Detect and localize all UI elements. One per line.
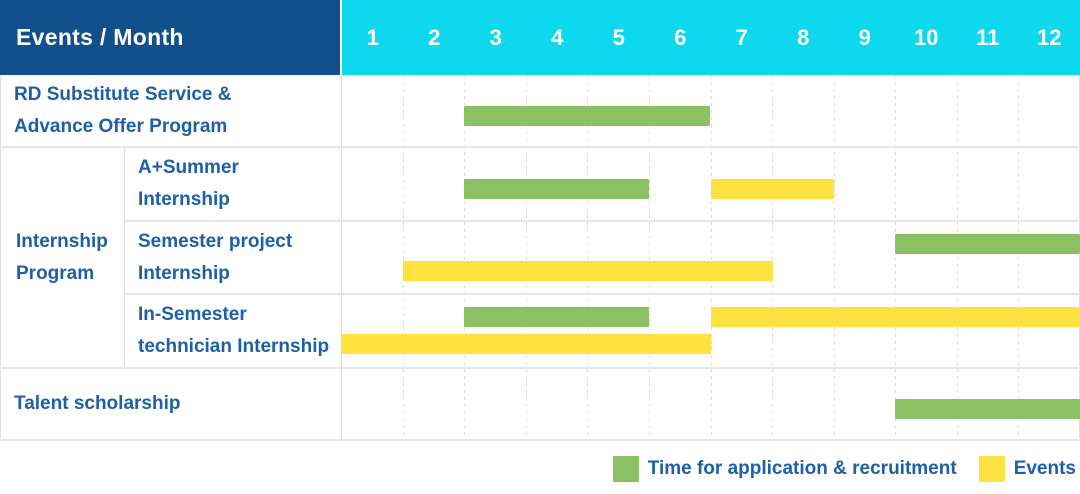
gantt-bar-recruitment-m3-m5 bbox=[464, 307, 649, 327]
month-grid-line bbox=[1018, 75, 1019, 440]
month-header-cell-4: 4 bbox=[551, 24, 564, 50]
row-separator-line bbox=[124, 220, 1080, 222]
month-header-cell-8: 8 bbox=[797, 24, 810, 50]
legend-item-recruitment: Time for application & recruitment bbox=[612, 456, 957, 482]
group-subrow-divider-line bbox=[124, 147, 125, 368]
month-grid-line bbox=[834, 75, 835, 440]
month-grid-line bbox=[772, 75, 773, 440]
row-label-talent-scholarship: Talent scholarship bbox=[14, 393, 181, 414]
month-header-cell-12: 12 bbox=[1037, 24, 1062, 50]
legend-label-events: Events bbox=[1013, 458, 1076, 479]
row-separator-line bbox=[0, 146, 1080, 148]
month-header-cell-9: 9 bbox=[858, 24, 871, 50]
label-chart-divider-line bbox=[341, 75, 342, 440]
row-label-a-plus-summer-internship: A+Summer Internship bbox=[138, 157, 239, 210]
row-label-in-semester-technician-internship: In-Semester technician Internship bbox=[138, 304, 330, 357]
table-left-border bbox=[0, 75, 1, 440]
month-grid-line bbox=[957, 75, 958, 440]
legend: Time for application & recruitment Event… bbox=[0, 454, 1076, 484]
row-label-semester-project-internship: Semester project Internship bbox=[138, 230, 293, 284]
legend-swatch-yellow-icon bbox=[978, 456, 1005, 482]
month-header-cell-1: 1 bbox=[366, 24, 379, 50]
legend-label-recruitment: Time for application & recruitment bbox=[647, 458, 957, 479]
month-header-cell-2: 2 bbox=[428, 24, 441, 50]
legend-item-events: Events bbox=[978, 456, 1076, 482]
month-header-cell-5: 5 bbox=[612, 24, 625, 50]
month-grid-line bbox=[649, 75, 650, 440]
gantt-bar-event-m7-m12 bbox=[711, 307, 1080, 327]
gantt-bar-recruitment-m3-m5 bbox=[464, 179, 649, 199]
gantt-bar-event-m2-m7 bbox=[403, 261, 773, 281]
month-grid-line bbox=[587, 75, 588, 440]
row-separator-line bbox=[124, 293, 1080, 295]
gantt-bar-recruitment-m10-m12 bbox=[895, 234, 1080, 254]
month-grid-line bbox=[895, 75, 896, 440]
month-header-cell-7: 7 bbox=[735, 24, 748, 50]
gantt-bar-recruitment-m10-m12 bbox=[895, 399, 1080, 419]
month-grid-line bbox=[711, 75, 712, 440]
group-label-internship-program: Internship Program bbox=[16, 230, 108, 284]
row-separator-line bbox=[0, 439, 1080, 441]
gantt-bar-event-m7-m8 bbox=[711, 179, 834, 199]
month-grid-line bbox=[464, 75, 465, 440]
events-month-header-cell: Events / Month bbox=[0, 0, 340, 75]
month-grid-line bbox=[403, 75, 404, 440]
row-label-rd-substitute-service: RD Substitute Service & Advance Offer Pr… bbox=[14, 84, 232, 137]
month-grid-line bbox=[526, 75, 527, 440]
legend-swatch-green-icon bbox=[612, 456, 639, 482]
month-header-row: 1 2 3 4 5 6 7 8 9 10 11 12 bbox=[342, 0, 1080, 75]
month-header-cell-11: 11 bbox=[976, 24, 1000, 50]
month-header-cell-6: 6 bbox=[674, 24, 687, 50]
gantt-bar-event-m1-m6 bbox=[341, 334, 711, 354]
month-header-cell-3: 3 bbox=[489, 24, 502, 50]
row-separator-line bbox=[0, 367, 1080, 369]
gantt-bar-recruitment-m3-m6 bbox=[464, 106, 710, 126]
month-header-cell-10: 10 bbox=[914, 24, 939, 50]
